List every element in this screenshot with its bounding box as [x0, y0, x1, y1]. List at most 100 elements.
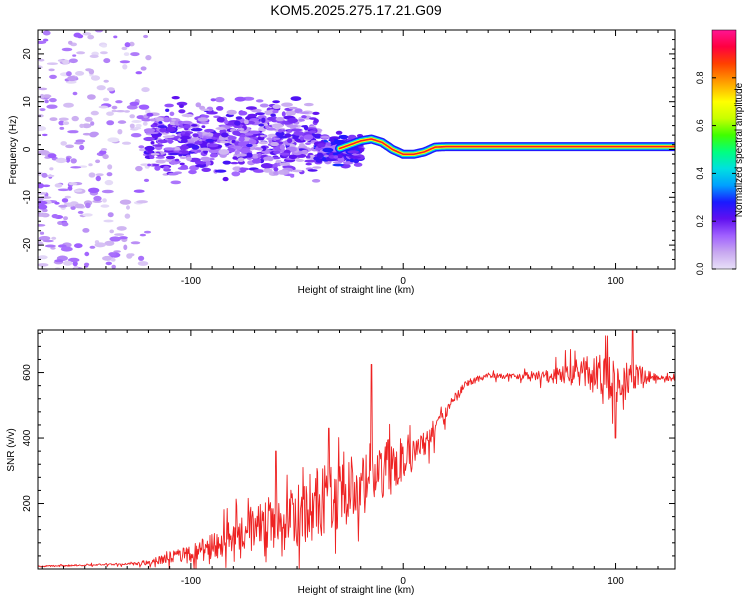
spectrogram-blob [72, 54, 77, 57]
y-tick-label: 20 [22, 48, 33, 60]
spectrogram-blob [57, 188, 70, 192]
spectrogram-blob [150, 152, 160, 156]
spectrogram-blob [181, 120, 193, 125]
spectrogram-blob [95, 173, 104, 177]
spectrogram-blob [61, 198, 69, 203]
spectrogram-blob [95, 159, 101, 164]
spectrogram-blob [206, 111, 218, 115]
spectrogram-blob [298, 118, 305, 122]
spectrogram-blob [303, 125, 309, 131]
spectrogram-blob [124, 42, 131, 48]
spectrogram-blob [44, 244, 56, 248]
spectrogram-blob [48, 68, 55, 72]
spectrogram-blob [188, 169, 197, 175]
spectrogram-blob [63, 216, 68, 221]
spectrogram-blob [301, 115, 307, 119]
y-tick-label: 10 [22, 96, 33, 108]
spectrogram-blob [199, 147, 211, 151]
spectrogram-blob [95, 175, 102, 182]
spectrogram-blob [309, 130, 317, 134]
spectrogram-blob [201, 167, 211, 172]
spectrogram-blob [113, 35, 118, 39]
spectrogram-blob [123, 244, 128, 251]
spectrogram-xlabel: Height of straight line (km) [298, 285, 415, 296]
spectrogram-blob [246, 152, 253, 158]
spectrogram-blob [136, 200, 149, 204]
spectrogram-blob [107, 137, 120, 143]
spectrogram-blob [279, 144, 285, 150]
colorbar-ticks: 0.0 0.2 0.4 0.6 0.8 [695, 72, 736, 276]
spectrogram-blob [100, 204, 110, 208]
spectrogram-blob [55, 157, 67, 164]
spectrogram-blob [89, 131, 99, 137]
spectrogram-blob [168, 152, 180, 156]
spectrogram-blob [191, 124, 198, 127]
spectrogram-blob [288, 106, 298, 110]
spectrogram-blob [77, 210, 84, 214]
spectrogram-blob [190, 127, 203, 132]
spectrogram-blob [322, 147, 334, 153]
spectrogram-blob [111, 109, 117, 113]
spectrogram-blob [122, 64, 128, 70]
spectrogram-blob [44, 99, 49, 104]
spectrogram-blob [275, 131, 285, 137]
spectrogram-blob [200, 121, 210, 125]
y-tick-label: 600 [22, 364, 33, 381]
spectrogram-blob [42, 38, 49, 42]
spectrogram-blob [115, 110, 126, 113]
spectrogram-blob [90, 121, 95, 126]
spectrogram-blob [271, 123, 284, 129]
colorbar-tick-label: 0.2 [695, 215, 705, 228]
spectrogram-blob [139, 233, 146, 237]
spectrogram-blob [186, 156, 192, 162]
spectrogram-blob [42, 94, 52, 98]
spectrogram-blob [82, 32, 92, 36]
spectrogram-blob [49, 98, 57, 103]
spectrogram-blob [238, 136, 245, 142]
x-tick-label: 0 [400, 276, 406, 287]
spectrogram-blob [231, 171, 241, 177]
spectrogram-blob [289, 110, 297, 116]
spectrogram-blob [174, 135, 181, 139]
spectrogram-blob [117, 120, 127, 124]
x-tick-label: 100 [607, 276, 624, 287]
spectrogram-blob [252, 158, 262, 164]
spectrogram-blob [298, 111, 310, 115]
spectrogram-blob [299, 143, 305, 147]
spectrogram-blob [155, 156, 165, 159]
spectrogram-blob [116, 226, 127, 231]
spectrogram-blob [62, 59, 70, 65]
spectrogram-blob [82, 132, 91, 136]
spectrogram-blob [251, 109, 262, 113]
spectrogram-blob [223, 119, 229, 125]
spectrogram-blob [103, 219, 114, 223]
spectrogram-blob [38, 213, 48, 217]
spectrogram-blob [46, 104, 58, 109]
spectrogram-blob [226, 109, 237, 115]
colorbar-gradient [711, 29, 737, 270]
spectrogram-blob [102, 154, 109, 160]
spectrogram-blob [61, 47, 73, 52]
spectrogram-blob [249, 139, 257, 145]
spectrogram-blob [137, 261, 149, 266]
spectrogram-blob [140, 66, 147, 71]
spectrogram-blob [98, 105, 109, 109]
spectrogram-blob [149, 118, 157, 122]
spectrogram-blob [138, 255, 145, 261]
spectrogram-blob [191, 144, 200, 150]
spectrogram-blob [301, 149, 308, 155]
spectrogram-blob [150, 141, 155, 145]
spectrogram-blob [82, 228, 90, 233]
spectrogram-blob [39, 231, 45, 235]
spectrogram-blob [305, 142, 311, 145]
spectrogram-blob [121, 46, 128, 51]
y-tick-label: 200 [22, 495, 33, 512]
spectrogram-blob [349, 158, 354, 163]
snr-xlabel: Height of straight line (km) [298, 585, 415, 596]
spectrogram-blob [207, 143, 219, 148]
colorbar-tick-label: 0.0 [695, 263, 705, 276]
spectrogram-blob [227, 147, 236, 153]
spectrogram-blob [305, 162, 312, 166]
spectrogram-blob [305, 155, 311, 159]
spectrogram-blob [222, 176, 229, 182]
